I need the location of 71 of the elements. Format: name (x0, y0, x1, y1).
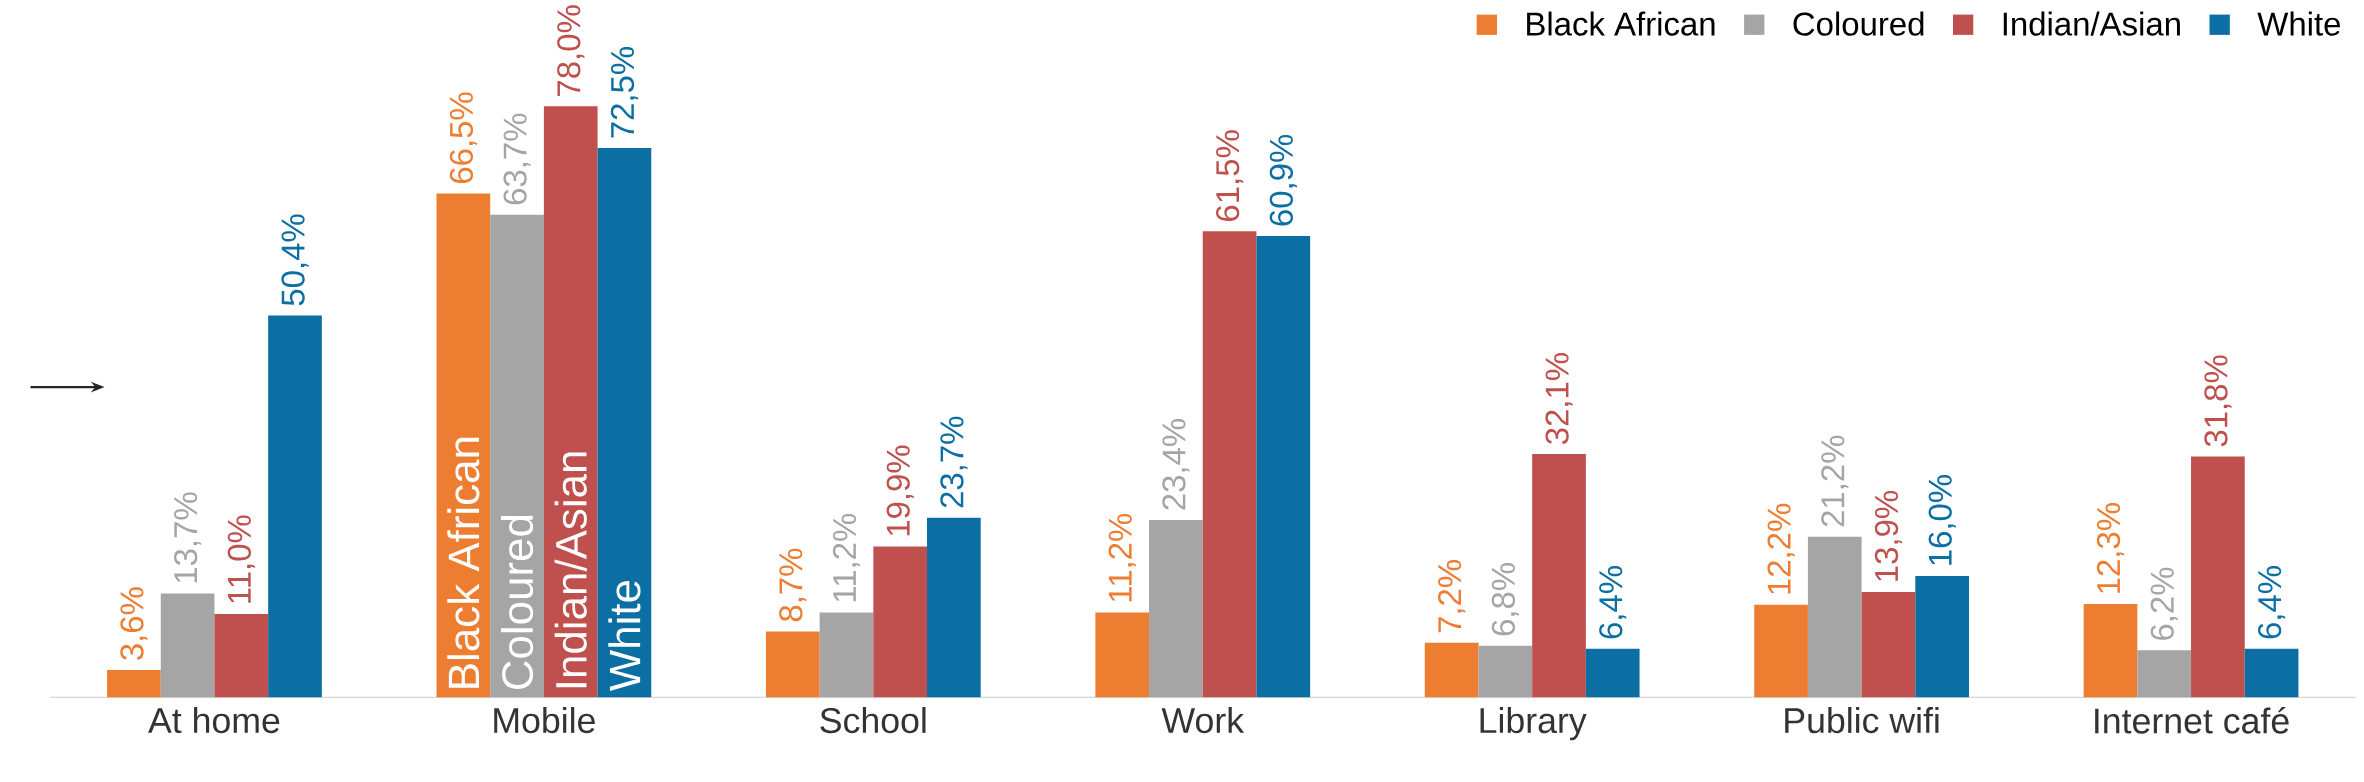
bar (2083, 603, 2138, 698)
data-label: 78,0% (557, 5, 585, 96)
annotation: Black African (447, 437, 480, 688)
annotation: Coloured (500, 515, 534, 689)
bar (765, 631, 820, 698)
data-label: 13,7% (174, 492, 202, 583)
bar (214, 613, 269, 698)
data-label: 6,4% (1599, 565, 1627, 639)
bar (1754, 604, 1808, 698)
x-tick-label: At home (148, 706, 280, 734)
data-label: 60,9% (1269, 134, 1297, 226)
legend-label: Black African (1527, 11, 1715, 36)
legend-label: Indian/Asian (2003, 11, 2180, 36)
bar (873, 546, 928, 698)
bar (1807, 536, 1862, 698)
data-label: 6,4% (2258, 565, 2286, 639)
data-label: 11,2% (832, 513, 861, 601)
bar (543, 106, 598, 698)
legend-label: Coloured (1793, 11, 1924, 36)
data-label: 23,4% (1162, 418, 1190, 510)
data-label: 19,9% (886, 445, 914, 536)
annotation: Indian/Asian (554, 452, 587, 688)
x-tick-label: Work (1161, 706, 1245, 734)
data-label: 3,6% (120, 587, 148, 660)
bar (160, 593, 215, 698)
bar (1256, 235, 1311, 698)
data-label: 21,2% (1821, 435, 1849, 527)
data-label: 63,7% (503, 113, 531, 205)
bar (1585, 648, 1640, 698)
x-tick-label: Public wifi (1785, 706, 1939, 734)
data-label: 31,8% (2204, 355, 2232, 447)
x-tick-label: Library (1480, 706, 1587, 741)
bar (107, 669, 161, 698)
x-tick-label: School (820, 706, 926, 734)
data-label: 72,5% (610, 46, 639, 138)
bar (1424, 642, 1479, 698)
bar (1095, 612, 1150, 698)
bar (1861, 591, 1916, 698)
annotation: White (608, 580, 641, 691)
data-label: 50,4% (281, 214, 309, 306)
data-label: 8,7% (779, 548, 807, 621)
bar (2244, 648, 2299, 698)
bar (268, 315, 322, 698)
bar (597, 147, 652, 698)
bar (2191, 456, 2245, 698)
bar (819, 612, 874, 698)
x-tick-label: Mobile (494, 706, 595, 734)
bar (490, 214, 544, 698)
legend-label: White (2257, 11, 2340, 36)
bar (2137, 650, 2192, 698)
data-label: 6,8% (1491, 562, 1519, 636)
data-label: 61,5% (1216, 130, 1244, 221)
data-label: 11,2% (1108, 513, 1136, 601)
data-label: 12,3% (2096, 502, 2125, 593)
bar (1149, 519, 1203, 698)
data-label: 16,0% (1928, 474, 1956, 565)
bar (436, 193, 491, 698)
bar (1532, 453, 1586, 698)
data-label: 7,2% (1438, 559, 1466, 633)
data-label: 11,0% (227, 515, 255, 603)
bar (1915, 575, 1970, 698)
data-label: 66,5% (449, 92, 477, 183)
bar (1478, 645, 1533, 698)
data-label: 23,7% (940, 416, 968, 508)
bar (1202, 231, 1257, 698)
data-label: 6,2% (2150, 567, 2178, 640)
x-tick-label: Internet café (2095, 706, 2289, 734)
data-label: 32,1% (1545, 352, 1573, 444)
bar (927, 517, 981, 698)
data-label: 13,9% (1874, 490, 1903, 581)
data-label: 12,2% (1767, 503, 1795, 594)
